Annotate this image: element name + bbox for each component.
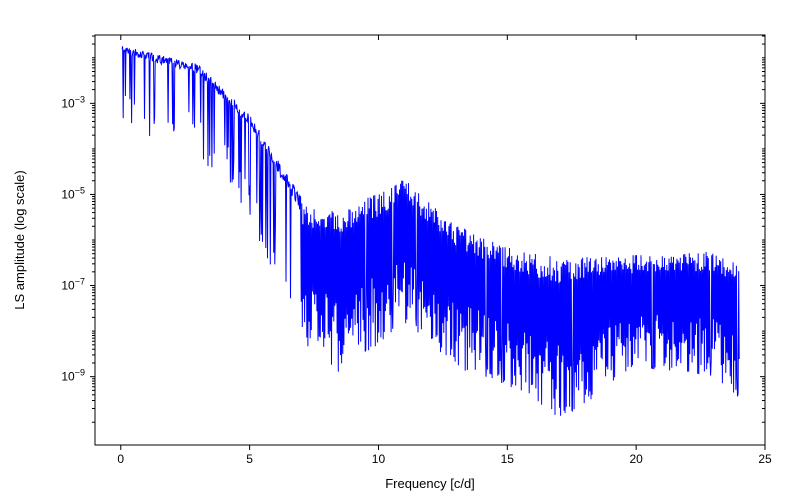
x-axis-label: Frequency [c/d] bbox=[385, 476, 475, 491]
chart-svg: 0 5 10 15 20 25 10−9 10−7 10−5 10−3 Frequency [c/d… bbox=[0, 0, 800, 500]
periodogram-chart: 0 5 10 15 20 25 10−9 10−7 10−5 10−3 Frequency [c/d… bbox=[0, 0, 800, 500]
x-tick-label: 20 bbox=[629, 452, 643, 466]
y-tick-label: 10−5 bbox=[61, 185, 85, 201]
x-tick-label: 5 bbox=[246, 452, 253, 466]
x-tick-label: 15 bbox=[501, 452, 515, 466]
x-tick-label: 0 bbox=[117, 452, 124, 466]
y-tick-label: 10−3 bbox=[61, 94, 85, 110]
amplitude-trace bbox=[122, 46, 739, 416]
x-tick-label: 25 bbox=[758, 452, 772, 466]
y-axis-label: LS amplitude (log scale) bbox=[12, 170, 27, 309]
y-tick-label: 10−9 bbox=[61, 368, 85, 384]
x-tick-label: 10 bbox=[372, 452, 386, 466]
y-tick-label: 10−7 bbox=[61, 277, 85, 293]
